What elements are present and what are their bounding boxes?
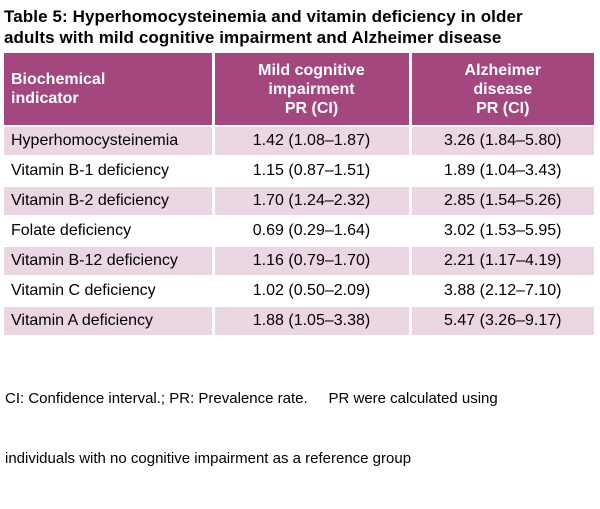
cell-indicator: Vitamin A deficiency xyxy=(4,306,215,337)
table-row-vitamin-b2: Vitamin B-2 deficiency 1.70 (1.24–2.32) … xyxy=(4,186,594,217)
table-title: Table 5: Hyperhomocysteinemia and vitami… xyxy=(4,6,596,48)
cell-mci-pr: 1.15 (0.87–1.51) xyxy=(213,156,412,187)
header-line: PR (CI) xyxy=(476,99,530,117)
cell-ad-pr: 3.02 (1.53–5.95) xyxy=(410,216,594,247)
cell-indicator: Vitamin B-2 deficiency xyxy=(4,186,215,217)
header-line: Biochemical xyxy=(11,71,106,88)
header-line: indicator xyxy=(11,90,79,107)
cell-indicator: Folate deficiency xyxy=(4,216,215,247)
header-line: Mild cognitive xyxy=(258,61,365,79)
table-row-vitamin-c: Vitamin C deficiency 1.02 (0.50–2.09) 3.… xyxy=(4,276,594,307)
cell-mci-pr: 1.02 (0.50–2.09) xyxy=(213,276,412,307)
footnote-line-1: CI: Confidence interval.; PR: Prevalence… xyxy=(5,390,498,407)
cell-indicator: Vitamin B-12 deficiency xyxy=(4,246,215,277)
cell-indicator: Vitamin B-1 deficiency xyxy=(4,156,215,187)
cell-ad-pr: 5.47 (3.26–9.17) xyxy=(410,306,594,337)
column-header-alzheimer-disease: Alzheimer disease PR (CI) xyxy=(410,53,594,127)
cell-indicator: Hyperhomocysteinemia xyxy=(4,126,215,157)
cell-mci-pr: 0.69 (0.29–1.64) xyxy=(213,216,412,247)
cell-indicator: Vitamin C deficiency xyxy=(4,276,215,307)
table-footnote: CI: Confidence interval.; PR: Prevalence… xyxy=(4,349,596,509)
header-line: PR (CI) xyxy=(284,99,339,117)
cell-mci-pr: 1.16 (0.79–1.70) xyxy=(213,246,412,277)
table-row-hyperhomocysteinemia: Hyperhomocysteinemia 1.42 (1.08–1.87) 3.… xyxy=(4,126,594,157)
cell-mci-pr: 1.42 (1.08–1.87) xyxy=(213,126,412,157)
table-row-vitamin-b1: Vitamin B-1 deficiency 1.15 (0.87–1.51) … xyxy=(4,156,594,187)
title-line-2: adults with mild cognitive impairment an… xyxy=(4,28,502,47)
column-header-biochemical-indicator: Biochemical indicator xyxy=(4,53,215,127)
cell-ad-pr: 3.26 (1.84–5.80) xyxy=(410,126,594,157)
header-row: Biochemical indicator Mild cognitive imp… xyxy=(4,53,594,127)
cell-ad-pr: 2.85 (1.54–5.26) xyxy=(410,186,594,217)
header-line: disease xyxy=(473,80,533,98)
cell-ad-pr: 3.88 (2.12–7.10) xyxy=(410,276,594,307)
column-header-mild-cognitive-impairment: Mild cognitive impairment PR (CI) xyxy=(213,53,412,127)
footnote-line-2: individuals with no cognitive impairment… xyxy=(5,450,412,467)
header-line: Alzheimer xyxy=(464,61,541,79)
cell-ad-pr: 1.89 (1.04–3.43) xyxy=(410,156,594,187)
cell-ad-pr: 2.21 (1.17–4.19) xyxy=(410,246,594,277)
vitamin-deficiency-table: Biochemical indicator Mild cognitive imp… xyxy=(4,53,594,337)
header-line: impairment xyxy=(268,80,355,98)
cell-mci-pr: 1.70 (1.24–2.32) xyxy=(213,186,412,217)
cell-mci-pr: 1.88 (1.05–3.38) xyxy=(213,306,412,337)
table-row-folate: Folate deficiency 0.69 (0.29–1.64) 3.02 … xyxy=(4,216,594,247)
title-line-1: Table 5: Hyperhomocysteinemia and vitami… xyxy=(4,7,523,26)
table-row-vitamin-b12: Vitamin B-12 deficiency 1.16 (0.79–1.70)… xyxy=(4,246,594,277)
table-row-vitamin-a: Vitamin A deficiency 1.88 (1.05–3.38) 5.… xyxy=(4,306,594,337)
